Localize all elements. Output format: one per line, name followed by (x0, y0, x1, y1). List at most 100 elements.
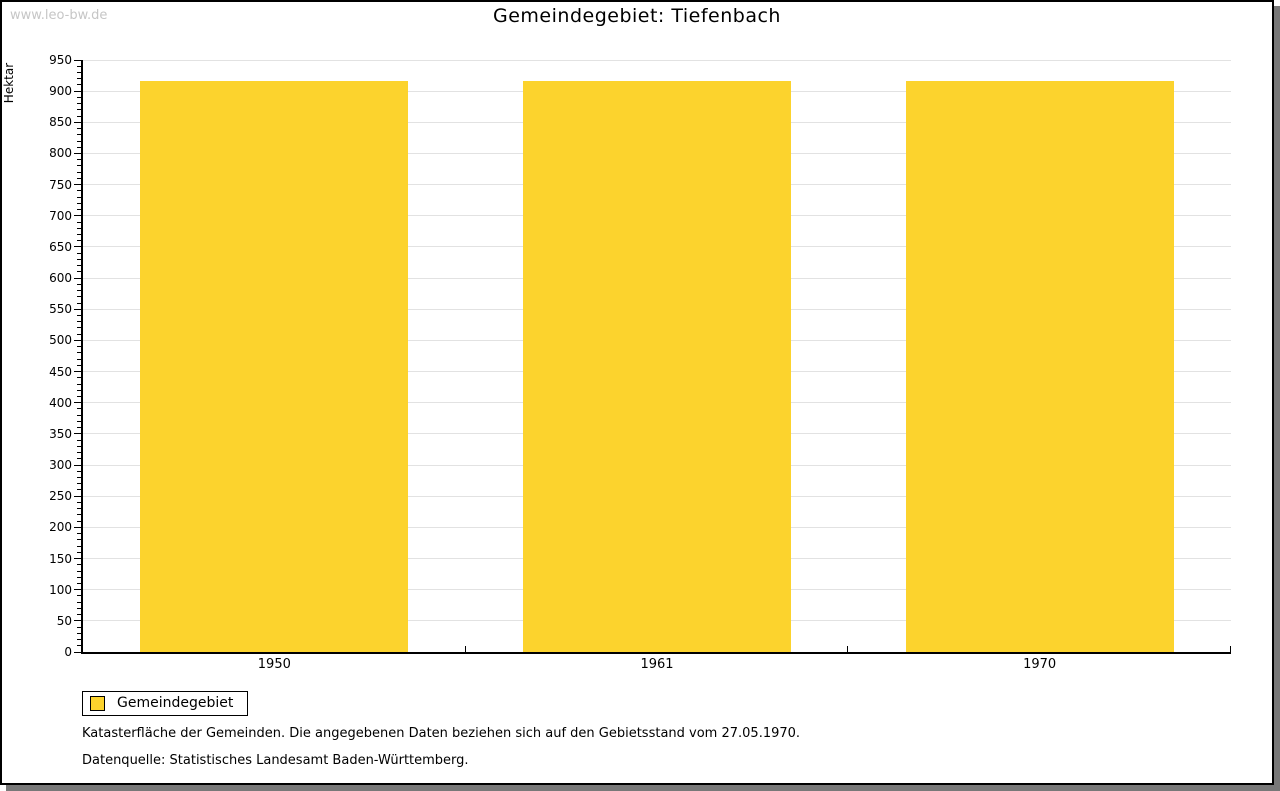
y-tick-label-0: 0 (64, 645, 72, 659)
plot-area: 1950 1961 1970 (74, 59, 1231, 672)
y-tick-120 (77, 576, 83, 578)
x-axis-label-1950: 1950 (257, 657, 291, 672)
y-tick-730 (77, 196, 83, 198)
y-tick-280 (77, 477, 83, 479)
y-tick-520 (77, 327, 83, 329)
y-tick-label-900: 900 (49, 84, 72, 99)
y-tick-750 (74, 184, 83, 186)
y-tick-550 (74, 308, 83, 310)
y-tick-590 (77, 283, 83, 285)
y-tick-610 (77, 271, 83, 273)
y-tick-20 (77, 639, 83, 641)
y-tick-690 (77, 221, 83, 223)
footnote-data-source: Datenquelle: Statistisches Landesamt Bad… (82, 753, 469, 768)
y-tick-150 (74, 558, 83, 560)
y-tick-label-400: 400 (49, 395, 72, 410)
y-tick-40 (77, 626, 83, 628)
y-tick-label-350: 350 (49, 426, 72, 441)
y-tick-270 (77, 483, 83, 485)
gridline-950 (83, 59, 1231, 61)
y-tick-360 (77, 427, 83, 429)
y-tick-880 (77, 103, 83, 105)
y-tick-label-950: 950 (49, 53, 72, 67)
y-tick-650 (74, 246, 83, 248)
y-tick-60 (77, 614, 83, 616)
bar-1950 (140, 81, 409, 652)
y-tick-490 (77, 346, 83, 348)
y-tick-580 (77, 290, 83, 292)
y-tick-530 (77, 321, 83, 323)
y-tick-170 (77, 545, 83, 547)
x-axis-boundary-tick-1 (464, 646, 466, 652)
y-tick-label-500: 500 (49, 333, 72, 348)
y-axis-tick-labels: 0 50 100 150 200 250 300 350 400 450 500 550 600 650 7… (2, 53, 72, 659)
y-tick-510 (77, 333, 83, 335)
y-tick-710 (77, 209, 83, 211)
y-tick-label-300: 300 (49, 458, 72, 473)
bar-1961 (523, 81, 791, 652)
y-tick-820 (77, 140, 83, 142)
y-tick-680 (77, 227, 83, 229)
y-tick-840 (77, 128, 83, 130)
x-axis-boundary-tick-2 (847, 646, 849, 652)
y-tick-label-100: 100 (49, 582, 72, 597)
y-tick-460 (77, 364, 83, 366)
y-tick-600 (74, 277, 83, 279)
y-tick-200 (74, 526, 83, 528)
x-axis-label-1970: 1970 (1023, 657, 1057, 672)
y-tick-670 (77, 233, 83, 235)
y-tick-620 (77, 265, 83, 267)
y-tick-220 (77, 514, 83, 516)
y-tick-label-800: 800 (49, 146, 72, 161)
y-tick-label-700: 700 (49, 208, 72, 223)
y-tick-100 (74, 589, 83, 591)
legend-swatch-gemeindegebiet (90, 695, 105, 711)
y-tick-label-450: 450 (49, 364, 72, 379)
y-tick-70 (77, 607, 83, 609)
y-tick-780 (77, 165, 83, 167)
y-tick-310 (77, 458, 83, 460)
y-tick-700 (74, 215, 83, 217)
y-tick-160 (77, 551, 83, 553)
y-tick-910 (77, 84, 83, 86)
y-tick-240 (77, 501, 83, 503)
y-tick-140 (77, 564, 83, 566)
y-tick-label-750: 750 (49, 177, 72, 192)
y-tick-350 (74, 433, 83, 435)
y-tick-label-150: 150 (49, 551, 72, 566)
y-tick-230 (77, 508, 83, 510)
y-tick-450 (74, 371, 83, 373)
y-tick-800 (74, 152, 83, 154)
y-tick-830 (77, 134, 83, 136)
y-tick-660 (77, 240, 83, 242)
y-tick-760 (77, 177, 83, 179)
y-tick-80 (77, 601, 83, 603)
y-tick-900 (74, 90, 83, 92)
x-axis-label-1961: 1961 (640, 657, 674, 672)
y-tick-320 (77, 452, 83, 454)
legend: Gemeindegebiet (82, 691, 249, 716)
y-tick-30 (77, 632, 83, 634)
y-tick-930 (77, 71, 83, 73)
y-tick-300 (74, 464, 83, 466)
y-tick-790 (77, 159, 83, 161)
y-tick-890 (77, 96, 83, 98)
x-axis-boundary-tick-3 (1230, 646, 1231, 652)
y-tick-950 (74, 59, 83, 61)
y-tick-10 (77, 645, 83, 647)
y-tick-90 (77, 595, 83, 597)
y-tick-250 (74, 495, 83, 497)
y-tick-810 (77, 146, 83, 148)
y-tick-180 (77, 539, 83, 541)
bar-1970 (905, 81, 1174, 652)
y-tick-380 (77, 414, 83, 416)
legend-label: Gemeindegebiet (117, 695, 234, 711)
y-tick-label-600: 600 (49, 271, 72, 286)
y-tick-label-50: 50 (56, 613, 72, 628)
chart-title: Gemeindegebiet: Tiefenbach (493, 5, 781, 27)
watermark: www.leo-bw.de (10, 8, 108, 23)
y-tick-410 (77, 396, 83, 398)
y-tick-390 (77, 408, 83, 410)
y-tick-540 (77, 315, 83, 316)
